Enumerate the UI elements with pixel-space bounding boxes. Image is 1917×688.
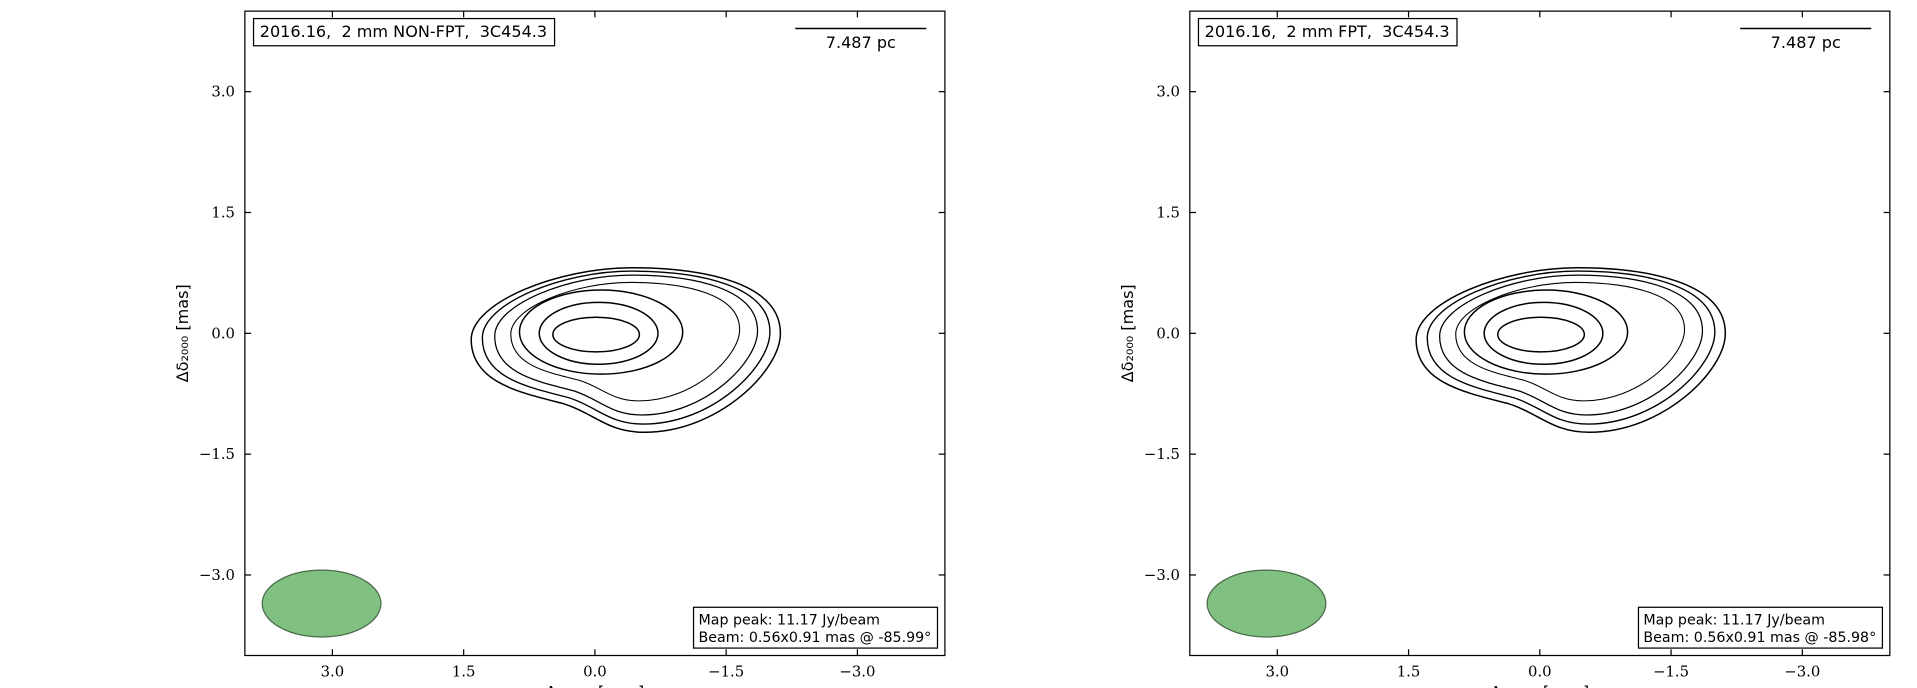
beam — [1206, 569, 1327, 638]
contours — [470, 267, 782, 434]
title-box — [1197, 17, 1458, 47]
y-axis-label: Δδ₂₀₀₀ [mas] — [1118, 284, 1137, 382]
y-tick-label: 3.0 — [1156, 84, 1180, 101]
panel: 3.0 1.5 0.0 −1.5 −3.0 −3.0 −1.5 0.0 1.5 3.0 Δα₂₀₀₀… — [1118, 10, 1891, 688]
beam — [261, 569, 382, 638]
plot-area: 3.0 1.5 0.0 −1.5 −3.0 −3.0 −1.5 0.0 1.5 3.0 Δα₂₀₀₀… — [173, 10, 1891, 688]
y-axis-label: Δδ₂₀₀₀ [mas] — [173, 284, 192, 382]
y-tick-label: 0.0 — [1156, 325, 1180, 342]
info-box — [1637, 606, 1884, 649]
x-tick-label: −1.5 — [708, 664, 744, 681]
axes-frame — [1189, 10, 1891, 657]
scale-label: 7.487 pc — [1771, 33, 1841, 52]
y-tick-label: 1.5 — [1156, 204, 1180, 221]
y-tick-label: 0.0 — [211, 325, 235, 342]
y-tick-label: −1.5 — [1144, 446, 1180, 463]
panel: 3.0 1.5 0.0 −1.5 −3.0 −3.0 −1.5 0.0 1.5 3.0 Δα₂₀₀₀… — [173, 10, 946, 688]
title-box — [252, 17, 556, 47]
y-tick-label: 3.0 — [211, 84, 235, 101]
x-tick-label: −3.0 — [839, 664, 875, 681]
y-tick-label: −1.5 — [199, 446, 235, 463]
x-tick-label: 0.0 — [1528, 664, 1552, 681]
x-tick-label: 3.0 — [1266, 664, 1290, 681]
x-tick-label: −3.0 — [1784, 664, 1820, 681]
info-text: Map peak: 11.17 Jy/beam — [1643, 613, 1825, 629]
x-tick-label: 1.5 — [1397, 664, 1421, 681]
info-text: Beam: 0.56x0.91 mas @ -85.98° — [1643, 630, 1876, 646]
info-text: Beam: 0.56x0.91 mas @ -85.99° — [698, 630, 931, 646]
x-tick-label: 0.0 — [583, 664, 607, 681]
x-axis-label: Δα₂₀₀₀ [mas] — [1490, 683, 1589, 688]
y-tick-label: −3.0 — [1144, 567, 1180, 584]
x-tick-label: 1.5 — [452, 664, 476, 681]
y-tick-label: −3.0 — [199, 567, 235, 584]
contours — [1415, 267, 1727, 434]
x-axis-label: Δα₂₀₀₀ [mas] — [545, 683, 644, 688]
x-tick-label: −1.5 — [1653, 664, 1689, 681]
y-tick-label: 1.5 — [211, 204, 235, 221]
x-tick-label: 3.0 — [321, 664, 345, 681]
panel-title: 2016.16, 2 mm FPT, 3C454.3 — [1205, 22, 1450, 41]
scale-label: 7.487 pc — [826, 33, 896, 52]
axes-frame — [244, 10, 946, 657]
panel-title: 2016.16, 2 mm NON-FPT, 3C454.3 — [260, 22, 547, 41]
info-text: Map peak: 11.17 Jy/beam — [698, 613, 880, 629]
info-box — [692, 606, 939, 649]
